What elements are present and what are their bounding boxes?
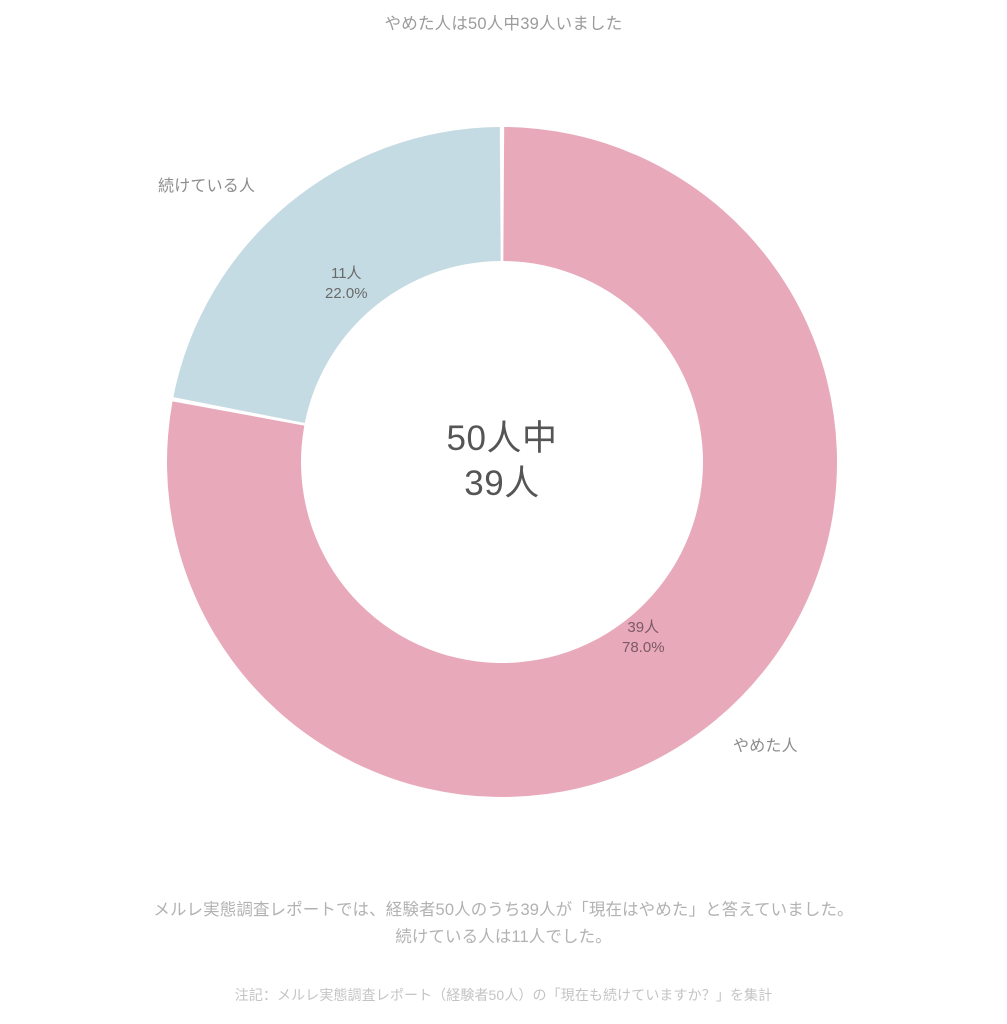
donut-slice-tsuzuketeiru[interactable] <box>173 127 501 424</box>
slice-count-tsuzuketeiru: 11人 <box>330 265 362 282</box>
donut-slices <box>167 127 837 797</box>
chart-title: やめた人は50人中39人いました <box>384 15 623 33</box>
slice-value-label-yameta: 39人 78.0% <box>622 618 665 658</box>
donut-chart: 50人中 39人 <box>167 127 837 797</box>
category-label-yameta: やめた人 <box>733 738 798 755</box>
slice-percent-yameta: 78.0% <box>622 638 665 656</box>
footnote: 注記：メルレ実態調査レポート（経験者50人）の「現在も続けていますか？」を集計 <box>234 987 773 1003</box>
donut-slice-yameta[interactable] <box>167 127 837 797</box>
category-label-tsuzuketeiru: 続けている人 <box>158 178 256 195</box>
donut-chart-svg <box>167 127 837 797</box>
slice-percent-tsuzuketeiru: 22.0% <box>325 284 368 302</box>
slice-value-label-tsuzuketeiru: 11人 22.0% <box>325 264 368 304</box>
caption-block: メルレ実態調査レポートでは、経験者50人のうち39人が「現在はやめた」と答えてい… <box>0 897 1007 950</box>
caption-line-1: メルレ実態調査レポートでは、経験者50人のうち39人が「現在はやめた」と答えてい… <box>153 901 854 919</box>
caption-line-2: 続けている人は11人でした。 <box>395 927 612 946</box>
slice-count-yameta: 39人 <box>627 619 660 636</box>
